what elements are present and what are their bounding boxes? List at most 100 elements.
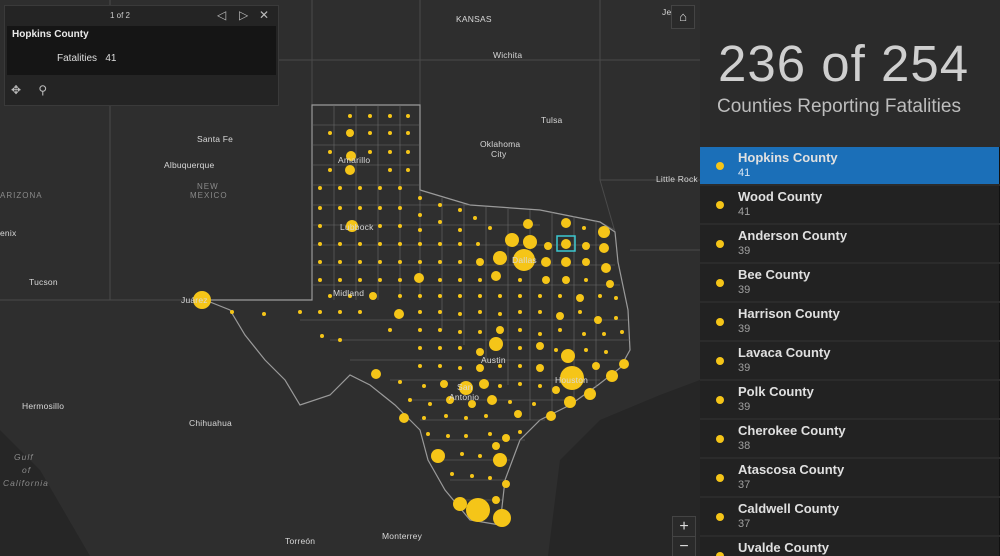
zoom-to-icon[interactable]: ⚲ xyxy=(38,83,48,97)
list-item[interactable]: Cherokee County 38 xyxy=(700,420,1000,457)
map-label: City xyxy=(491,149,507,159)
pan-icon[interactable]: ✥ xyxy=(11,83,22,97)
list-item[interactable]: Bee County 39 xyxy=(700,264,1000,301)
map-label: Lubbock xyxy=(340,222,374,232)
marker-dot xyxy=(716,357,724,365)
popup-field: Fatalities 41 xyxy=(57,53,116,64)
list-item[interactable]: Harrison County 39 xyxy=(700,303,1000,340)
marker-dot xyxy=(716,552,724,556)
map-label: Little Rock xyxy=(656,174,698,184)
marker-dot xyxy=(716,474,724,482)
map-label: Juárez xyxy=(181,295,208,305)
headline-count: 236 of 254 xyxy=(718,35,970,92)
map-label: Austin xyxy=(481,355,506,365)
fatality-count: 41 xyxy=(738,206,751,218)
marker-dot xyxy=(716,435,724,443)
list-item[interactable]: Caldwell County 37 xyxy=(700,498,1000,535)
map-label: Wichita xyxy=(493,50,523,60)
map-label: Hermosillo xyxy=(22,401,65,411)
headline-subtitle: Counties Reporting Fatalities xyxy=(717,96,961,117)
map-label: KANSAS xyxy=(456,14,492,24)
marker-dot xyxy=(716,240,724,248)
map-label: Dallas xyxy=(512,255,537,265)
gulf-of-california-water xyxy=(0,430,90,556)
map-label: Midland xyxy=(333,288,365,298)
county-name: Harrison County xyxy=(738,306,840,321)
field-label: Fatalities xyxy=(57,53,98,64)
list-item[interactable]: Atascosa County 37 xyxy=(700,459,1000,496)
map-canvas[interactable] xyxy=(0,0,700,556)
popup-pager: 1 of 2 xyxy=(109,11,130,20)
popup-title: Hopkins County xyxy=(12,29,89,40)
zoom-control: + − xyxy=(672,516,696,556)
map-label: Gulf xyxy=(14,452,34,462)
list-item[interactable]: Hopkins County 41 xyxy=(700,147,1000,184)
list-item[interactable]: Polk County 39 xyxy=(700,381,1000,418)
fatality-count: 37 xyxy=(738,518,751,530)
popup-header: 1 of 2 ◁ ▷ ✕ xyxy=(5,6,278,26)
field-value: 41 xyxy=(105,53,117,64)
next-icon[interactable]: ▷ xyxy=(239,8,249,22)
county-name: Cherokee County xyxy=(738,423,846,438)
popup-content: Hopkins County Fatalities 41 xyxy=(7,26,276,75)
fatality-count: 39 xyxy=(738,323,751,335)
summary-panel: 236 of 254 Counties Reporting Fatalities… xyxy=(700,0,1000,556)
map-label: enix xyxy=(0,228,17,238)
marker-dot xyxy=(716,279,724,287)
map-label: Oklahoma xyxy=(480,139,521,149)
map-label: Albuquerque xyxy=(164,160,215,170)
feature-popup: 1 of 2 ◁ ▷ ✕ Hopkins County Fatalities 4… xyxy=(4,5,279,106)
map-label: Amarillo xyxy=(338,155,371,165)
zoom-out-button[interactable]: − xyxy=(673,536,695,556)
map-label: MEXICO xyxy=(190,191,228,200)
marker-dot xyxy=(716,513,724,521)
map-label: Je xyxy=(662,7,672,17)
county-list[interactable]: Hopkins County 41 Wood County 41 Anderson Co… xyxy=(700,147,1000,556)
map-label: Antonio xyxy=(449,392,480,402)
map-label: Chihuahua xyxy=(189,418,232,428)
fatality-count: 39 xyxy=(738,245,751,257)
list-item[interactable]: Anderson County 39 xyxy=(700,225,1000,262)
map-label: of xyxy=(22,465,32,475)
home-icon: ⌂ xyxy=(679,9,687,24)
fatality-count: 39 xyxy=(738,401,751,413)
county-name: Wood County xyxy=(738,189,823,204)
map-label: Tucson xyxy=(29,277,58,287)
selected-county-highlight xyxy=(556,235,576,252)
fatality-count: 38 xyxy=(738,440,751,452)
zoom-in-button[interactable]: + xyxy=(679,518,689,535)
county-name: Polk County xyxy=(738,384,814,399)
fatality-count: 41 xyxy=(738,167,751,179)
gulf-of-mexico-water xyxy=(548,380,700,556)
list-item[interactable]: Lavaca County 39 xyxy=(700,342,1000,379)
fatality-count: 39 xyxy=(738,284,751,296)
map-label: Monterrey xyxy=(382,531,423,541)
map-view[interactable]: KANSAS Wichita Je Santa Fe Albuquerque N… xyxy=(0,0,700,556)
map-label: California xyxy=(3,478,49,488)
county-name: Atascosa County xyxy=(738,462,845,477)
county-name: Lavaca County xyxy=(738,345,831,360)
previous-icon[interactable]: ◁ xyxy=(217,8,227,22)
fatality-count: 39 xyxy=(738,362,751,374)
county-name: Uvalde County xyxy=(738,540,830,555)
marker-dot xyxy=(716,201,724,209)
map-label: Houston xyxy=(555,375,589,385)
marker-dot xyxy=(716,396,724,404)
marker-dot xyxy=(716,162,724,170)
map-label: ARIZONA xyxy=(0,191,43,200)
map-label: Santa Fe xyxy=(197,134,234,144)
map-label: NEW xyxy=(197,182,219,191)
marker-dot xyxy=(716,318,724,326)
county-name: Hopkins County xyxy=(738,150,838,165)
county-name: Bee County xyxy=(738,267,811,282)
county-name: Anderson County xyxy=(738,228,848,243)
fatality-count: 37 xyxy=(738,479,751,491)
fatality-markers xyxy=(193,114,629,527)
map-label: Torreón xyxy=(285,536,316,546)
close-icon[interactable]: ✕ xyxy=(259,8,270,22)
list-item[interactable]: Wood County 41 xyxy=(700,186,1000,223)
home-button[interactable]: ⌂ xyxy=(671,5,695,29)
popup-actions: ✥ ⚲ xyxy=(11,83,61,97)
county-name: Caldwell County xyxy=(738,501,840,516)
